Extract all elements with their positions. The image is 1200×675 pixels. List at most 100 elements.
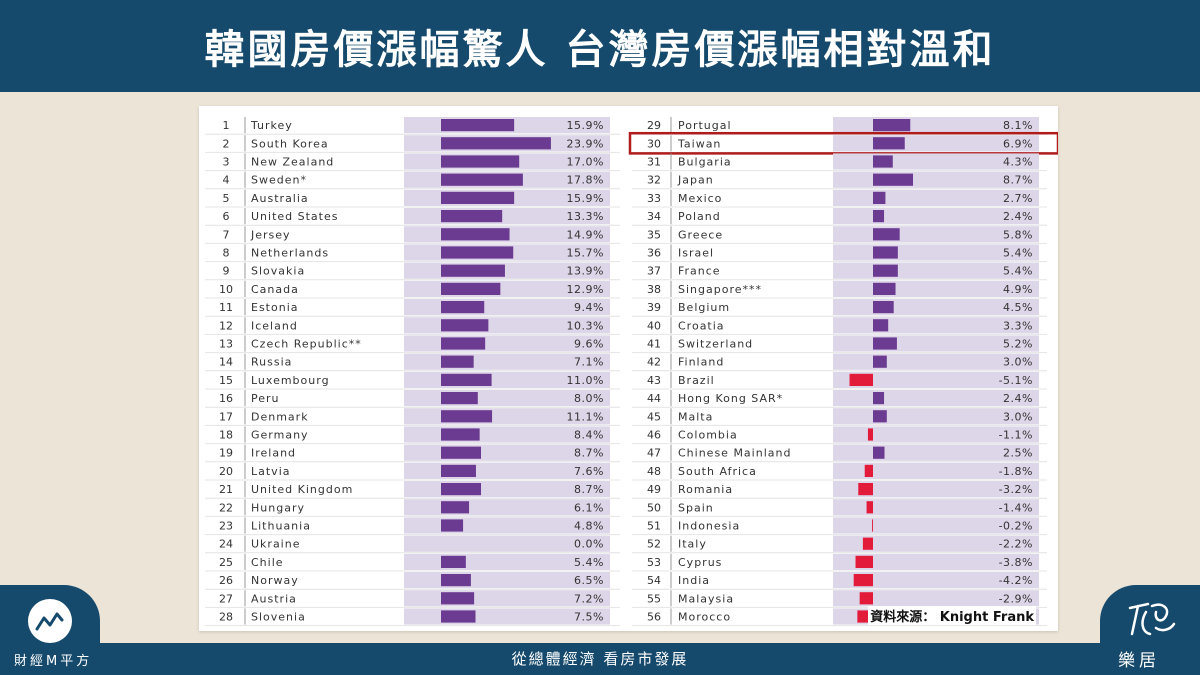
- value-label: 6.9%: [1003, 137, 1033, 150]
- rank-label: 7: [223, 228, 230, 241]
- country-label: Indonesia: [678, 520, 740, 533]
- rank-label: 13: [219, 338, 233, 351]
- table-row: 1 Turkey 15.9%: [205, 117, 620, 135]
- bar-background: [833, 481, 1039, 498]
- bar-background: [833, 572, 1039, 589]
- rank-label: 49: [647, 483, 661, 496]
- value-label: 10.3%: [567, 319, 604, 332]
- country-label: France: [678, 265, 721, 278]
- value-label: 4.9%: [1003, 283, 1033, 296]
- rank-label: 10: [219, 283, 233, 296]
- table-row: 45 Malta 3.0%: [632, 408, 1047, 426]
- bar-background: [833, 426, 1039, 443]
- value-label: 8.7%: [574, 483, 604, 496]
- rank-label: 48: [647, 465, 661, 478]
- data-bar: [873, 301, 894, 314]
- rank-label: 45: [647, 410, 661, 423]
- table-row: 54 India -4.2%: [632, 572, 1047, 590]
- table-row: 53 Cyprus -3.8%: [632, 553, 1047, 572]
- country-label: Slovenia: [251, 611, 306, 624]
- country-label: Taiwan: [677, 137, 721, 150]
- rank-label: 4: [223, 174, 230, 187]
- table-row: 34 Poland 2.4%: [632, 208, 1047, 226]
- country-label: Israel: [678, 247, 714, 260]
- country-label: Romania: [678, 483, 733, 496]
- table-row: 49 Romania -3.2%: [632, 481, 1047, 499]
- rank-label: 38: [647, 283, 661, 296]
- table-row: 47 Chinese Mainland 2.5%: [632, 444, 1047, 463]
- data-bar: [873, 319, 889, 332]
- data-bar: [441, 282, 501, 295]
- value-label: 2.4%: [1003, 392, 1033, 405]
- footer-bar: 從總體經濟 看房市發展: [0, 643, 1200, 675]
- value-label: 15.9%: [567, 119, 604, 132]
- table-row: 2 South Korea 23.9%: [205, 135, 620, 153]
- country-label: Poland: [678, 210, 721, 223]
- bar-background: [833, 535, 1039, 552]
- value-label: 17.8%: [567, 174, 604, 187]
- country-label: Finland: [678, 356, 724, 369]
- table-row: 20 Latvia 7.6%: [205, 462, 620, 481]
- page-title: 韓國房價漲幅驚人 台灣房價漲幅相對溫和: [0, 0, 1200, 92]
- rank-label: 31: [647, 156, 661, 169]
- rank-label: 12: [219, 319, 233, 332]
- data-bar: [441, 319, 489, 332]
- data-bar: [441, 337, 486, 350]
- country-label: Ukraine: [251, 538, 300, 551]
- data-bar: [441, 555, 466, 568]
- value-label: 0.0%: [574, 538, 604, 551]
- country-label: Chinese Mainland: [678, 447, 791, 460]
- table-row: 41 Switzerland 5.2%: [632, 335, 1047, 354]
- table-row: 46 Colombia -1.1%: [632, 426, 1047, 445]
- data-bar: [873, 355, 887, 368]
- data-bar: [849, 373, 873, 386]
- rank-label: 47: [647, 447, 661, 460]
- data-bar: [441, 410, 493, 423]
- value-label: -4.2%: [999, 574, 1033, 587]
- rank-label: 8: [223, 247, 230, 260]
- value-label: 17.0%: [567, 156, 604, 169]
- table-row: 55 Malaysia -2.9%: [632, 590, 1047, 608]
- rank-label: 43: [647, 374, 661, 387]
- rank-label: 20: [219, 465, 233, 478]
- rank-label: 40: [647, 319, 661, 332]
- rank-label: 30: [647, 137, 661, 150]
- table-row: 51 Indonesia -0.2%: [632, 517, 1047, 536]
- data-bar: [873, 410, 887, 423]
- rank-label: 42: [647, 356, 661, 369]
- table-row: 8 Netherlands 15.7%: [205, 244, 620, 263]
- country-label: Ireland: [251, 447, 296, 460]
- rank-label: 50: [647, 501, 661, 514]
- country-label: Peru: [251, 392, 280, 405]
- table-row: 3 New Zealand 17.0%: [205, 153, 620, 172]
- data-bar: [873, 210, 885, 223]
- bar-background: [833, 390, 1039, 407]
- country-label: Belgium: [678, 301, 730, 314]
- bar-background: [404, 535, 610, 552]
- value-label: 5.2%: [1003, 338, 1033, 351]
- country-label: Australia: [251, 192, 309, 205]
- country-label: Cyprus: [678, 556, 722, 569]
- value-label: 7.6%: [574, 465, 604, 478]
- value-label: 14.9%: [567, 228, 604, 241]
- country-label: New Zealand: [251, 156, 334, 169]
- value-label: 5.4%: [574, 556, 604, 569]
- table-row: 30 Taiwan 6.9%: [632, 135, 1047, 153]
- value-label: 6.5%: [574, 574, 604, 587]
- bar-background: [833, 371, 1039, 388]
- data-bar: [873, 228, 900, 241]
- highlight-box: [628, 131, 1058, 155]
- value-label: -3.8%: [999, 556, 1033, 569]
- data-bar: [441, 592, 475, 605]
- rank-label: 28: [219, 611, 233, 624]
- rank-label: 55: [647, 592, 661, 605]
- table-row: 24 Ukraine 0.0%: [205, 535, 620, 554]
- value-label: 8.7%: [574, 447, 604, 460]
- country-label: Mexico: [678, 192, 722, 205]
- rank-label: 56: [647, 611, 661, 624]
- country-label: Spain: [678, 501, 714, 514]
- table-row: 7 Jersey 14.9%: [205, 226, 620, 244]
- rank-label: 44: [647, 392, 661, 405]
- value-label: 11.1%: [567, 410, 604, 423]
- bar-background: [833, 553, 1039, 570]
